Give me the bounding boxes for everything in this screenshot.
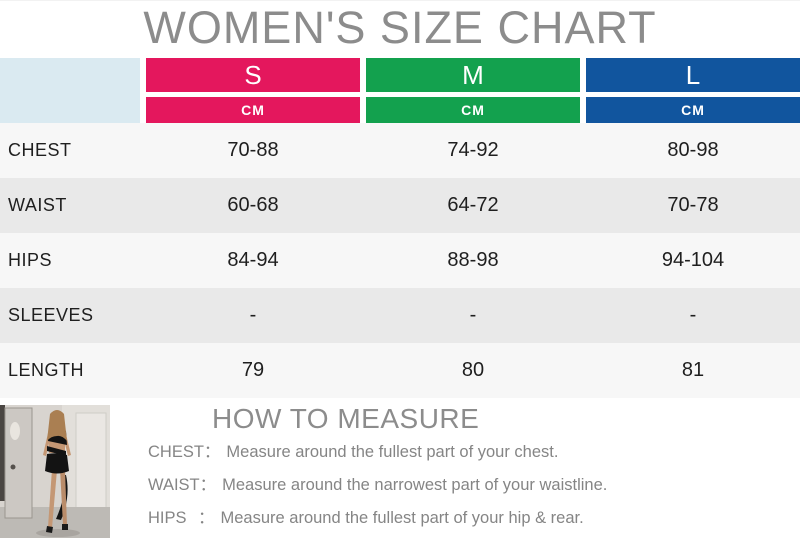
cell-value: - xyxy=(249,304,257,326)
size-header-m: M xyxy=(366,58,580,92)
table-row-hips: HIPS 84-94 88-98 94-104 xyxy=(0,233,800,288)
measure-instruction-chest: CHEST： Measure around the fullest part of… xyxy=(148,443,607,461)
cell-value: 79 xyxy=(241,359,265,381)
size-header-s: S xyxy=(146,58,360,92)
measure-separator: ： xyxy=(199,476,217,494)
table-row-chest: CHEST 70-88 74-92 80-98 xyxy=(0,123,800,178)
cell-value: 80 xyxy=(461,359,485,381)
measure-label: HIPS xyxy=(148,509,187,527)
row-label: HIPS xyxy=(8,250,53,270)
how-to-measure-heading: HOW TO MEASURE xyxy=(212,403,480,434)
cell-value: 84-94 xyxy=(227,249,279,271)
measure-label: CHEST xyxy=(148,443,204,461)
unit-header-m: CM xyxy=(366,97,580,123)
cell-value: 80-98 xyxy=(667,139,719,161)
measure-instructions: CHEST： Measure around the fullest part of… xyxy=(148,443,607,527)
measure-text: Measure around the narrowest part of you… xyxy=(222,476,608,494)
row-label: LENGTH xyxy=(8,360,85,380)
measure-separator: ： xyxy=(198,509,215,527)
unit-header-s: CM xyxy=(146,97,360,123)
row-label: SLEEVES xyxy=(8,305,94,325)
measure-label: WAIST xyxy=(148,476,200,494)
cell-value: 74-92 xyxy=(447,139,499,161)
cell-value: 70-88 xyxy=(227,139,279,161)
cell-value: 70-78 xyxy=(667,194,719,216)
size-table-header: S M L CM CM CM xyxy=(0,58,800,123)
cell-value: 88-98 xyxy=(447,249,499,271)
cell-value: - xyxy=(469,304,477,326)
page-title: WOMEN'S SIZE CHART xyxy=(143,2,657,53)
cell-value: 64-72 xyxy=(447,194,499,216)
size-table-body: CHEST 70-88 74-92 80-98 WAIST 60-68 64-7… xyxy=(0,123,800,398)
measure-separator: ： xyxy=(203,443,221,461)
measure-text: Measure around the fullest part of your … xyxy=(226,443,559,461)
table-row-sleeves: SLEEVES - - - xyxy=(0,288,800,343)
model-photo-illustration xyxy=(0,405,110,538)
table-row-waist: WAIST 60-68 64-72 70-78 xyxy=(0,178,800,233)
measure-text: Measure around the fullest part of your … xyxy=(220,509,584,527)
cell-value: 94-104 xyxy=(661,249,725,271)
measure-instruction-hips: HIPS ： Measure around the fullest part of … xyxy=(148,509,607,527)
cell-value: 60-68 xyxy=(227,194,279,216)
cell-value: - xyxy=(689,304,697,326)
how-to-measure-section: HOW TO MEASURE CHEST： Measure around the … xyxy=(0,398,800,538)
cell-value: 81 xyxy=(681,359,705,381)
measure-instruction-waist: WAIST： Measure around the narrowest part … xyxy=(148,476,607,494)
row-label: CHEST xyxy=(8,140,72,160)
row-label: WAIST xyxy=(8,195,67,215)
table-row-length: LENGTH 79 80 81 xyxy=(0,343,800,398)
table-corner-cell xyxy=(0,58,140,123)
unit-header-l: CM xyxy=(586,97,800,123)
model-photo xyxy=(0,405,110,538)
size-header-l: L xyxy=(586,58,800,92)
